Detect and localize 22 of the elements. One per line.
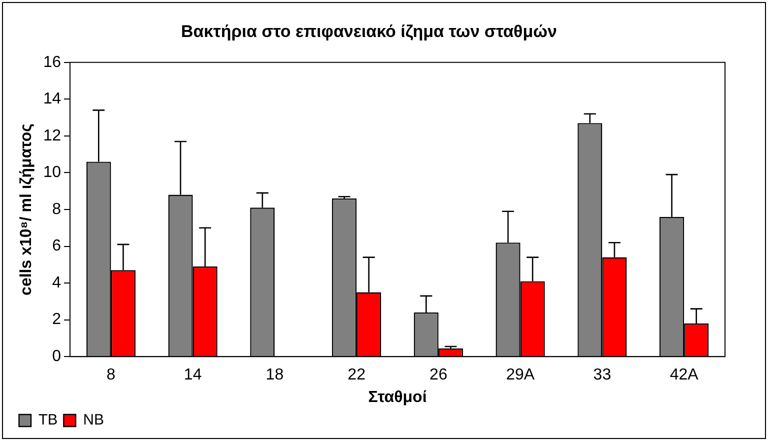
- x-tick-label: 14: [184, 366, 202, 384]
- y-tick-label: 10: [43, 164, 62, 182]
- x-tick-label: 26: [430, 366, 448, 384]
- x-tick-label: 22: [348, 366, 366, 384]
- x-tick-label: 42A: [670, 366, 699, 384]
- y-tick-label: 14: [43, 90, 62, 108]
- y-tick-label: 12: [43, 127, 62, 144]
- x-axis-title: Σταθμοί: [368, 388, 427, 406]
- x-tick-label: 18: [266, 366, 284, 384]
- legend-label: TB: [38, 412, 58, 429]
- y-tick-label: 16: [43, 54, 62, 71]
- chart-title: Βακτήρια στο επιφανειακό ίζημα των σταθμών: [181, 22, 557, 41]
- legend-label: NB: [83, 412, 104, 429]
- y-tick-label: 2: [52, 311, 62, 328]
- x-tick-label: 33: [593, 366, 612, 384]
- y-axis-title: cells x10⁸/ ml ιζήματος: [18, 124, 36, 296]
- y-tick-label: 0: [52, 348, 62, 366]
- x-tick-label: 29A: [506, 366, 535, 384]
- x-tick-label: 8: [106, 366, 116, 384]
- y-tick-label: 6: [52, 238, 62, 255]
- y-tick-label: 8: [52, 200, 62, 218]
- y-tick-label: 4: [52, 274, 62, 292]
